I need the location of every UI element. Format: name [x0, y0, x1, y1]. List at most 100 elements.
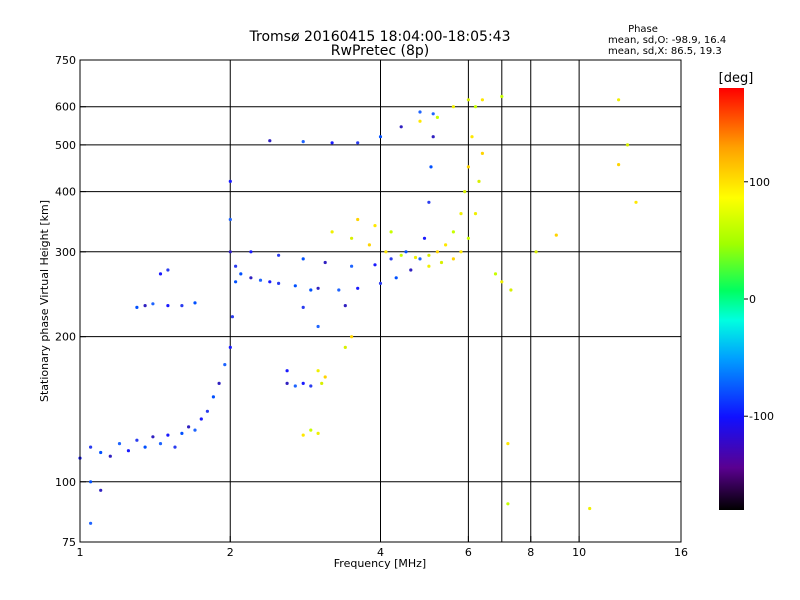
chart-title-line1: Tromsø 20160415 18:04:00-18:05:43	[249, 29, 511, 45]
data-point-o	[301, 305, 305, 309]
x-tick-label: 10	[572, 546, 586, 559]
data-point-o	[223, 363, 227, 367]
data-point-x	[509, 288, 513, 292]
data-point-x	[500, 94, 504, 99]
data-point-o	[89, 521, 93, 525]
data-point-x	[427, 253, 431, 257]
data-point-o	[166, 304, 170, 308]
data-point-o	[143, 445, 147, 449]
data-point-x	[617, 163, 621, 167]
data-point-x	[459, 250, 463, 254]
data-point-o	[228, 179, 232, 183]
data-points	[78, 94, 638, 525]
data-point-x	[634, 200, 638, 204]
x-tick-label: 2	[227, 546, 234, 559]
data-point-x	[473, 212, 478, 216]
x-tick-label: 16	[674, 546, 688, 559]
data-point-x	[399, 253, 403, 257]
x-tick-label: 1	[77, 546, 84, 559]
data-point-o	[205, 409, 209, 413]
data-point-x	[350, 335, 354, 339]
data-point-x	[473, 105, 478, 109]
y-tick-label: 500	[55, 139, 76, 152]
data-point-o	[301, 381, 305, 385]
data-point-x	[320, 381, 324, 385]
data-point-o	[187, 425, 191, 429]
data-point-x	[466, 236, 470, 240]
data-point-o	[378, 135, 383, 139]
data-point-o	[228, 250, 232, 254]
data-point-o	[199, 417, 203, 421]
y-axis-label: Stationary phase Virtual Height [km]	[38, 200, 51, 402]
colorbar-tick-label: 100	[749, 176, 770, 189]
data-point-o	[418, 110, 422, 114]
data-point-x	[439, 260, 444, 265]
data-point-x	[309, 428, 313, 432]
data-point-o	[356, 141, 360, 145]
data-point-o	[301, 140, 305, 144]
data-point-x	[444, 243, 448, 247]
data-point-x	[367, 243, 371, 247]
data-point-o	[378, 281, 383, 285]
data-point-o	[301, 257, 305, 261]
data-point-o	[389, 257, 393, 261]
data-point-o	[143, 304, 147, 308]
data-point-o	[337, 288, 341, 292]
data-point-x	[356, 217, 360, 222]
data-point-x	[316, 431, 320, 435]
data-point-x	[466, 98, 470, 102]
colorbar-label: [deg]	[719, 71, 754, 86]
data-point-x	[588, 506, 592, 511]
data-point-x	[480, 98, 484, 102]
phase-stats-o: mean, sd,O: -98.9, 16.4	[608, 35, 726, 46]
data-point-x	[373, 224, 377, 228]
data-point-o	[249, 250, 253, 254]
data-point-o	[211, 395, 215, 399]
y-tick-label: 75	[62, 536, 76, 549]
data-point-o	[309, 288, 313, 292]
data-point-o	[258, 278, 263, 282]
data-point-o	[180, 431, 184, 435]
colorbar-tick-label: 0	[749, 293, 756, 306]
x-tick-label: 6	[465, 546, 472, 559]
data-point-x	[480, 151, 484, 155]
data-point-o	[99, 450, 103, 455]
data-point-o	[293, 284, 297, 288]
data-point-o	[151, 302, 155, 306]
data-point-o	[117, 442, 122, 446]
data-point-o	[135, 305, 139, 309]
y-tick-label: 750	[55, 54, 76, 67]
data-point-o	[285, 369, 289, 373]
data-point-o	[126, 449, 130, 453]
data-point-x	[500, 280, 504, 284]
data-point-o	[217, 381, 221, 385]
data-point-o	[239, 272, 243, 276]
data-point-x	[477, 179, 481, 183]
data-point-x	[350, 236, 354, 240]
y-tick-label: 200	[55, 331, 76, 344]
data-point-o	[234, 280, 238, 284]
data-point-o	[249, 276, 253, 280]
colorbar-tick-label: -100	[749, 410, 774, 423]
data-point-x	[459, 212, 463, 216]
data-point-x	[470, 135, 474, 139]
data-point-o	[151, 435, 155, 439]
data-point-o	[108, 454, 112, 458]
data-point-x	[534, 250, 538, 254]
data-point-o	[228, 345, 232, 349]
phase-stats-title: Phase	[628, 24, 658, 35]
data-point-o	[409, 268, 413, 272]
x-tick-label: 4	[377, 546, 384, 559]
data-point-o	[268, 139, 272, 143]
x-tick-label: 8	[527, 546, 534, 559]
data-point-x	[384, 250, 388, 254]
data-point-o	[316, 324, 320, 329]
data-point-x	[413, 255, 418, 260]
data-point-o	[330, 141, 334, 145]
data-point-o	[323, 260, 327, 265]
data-point-x	[506, 442, 510, 446]
data-point-o	[277, 253, 281, 257]
data-point-o	[343, 304, 347, 308]
data-point-x	[451, 257, 455, 261]
